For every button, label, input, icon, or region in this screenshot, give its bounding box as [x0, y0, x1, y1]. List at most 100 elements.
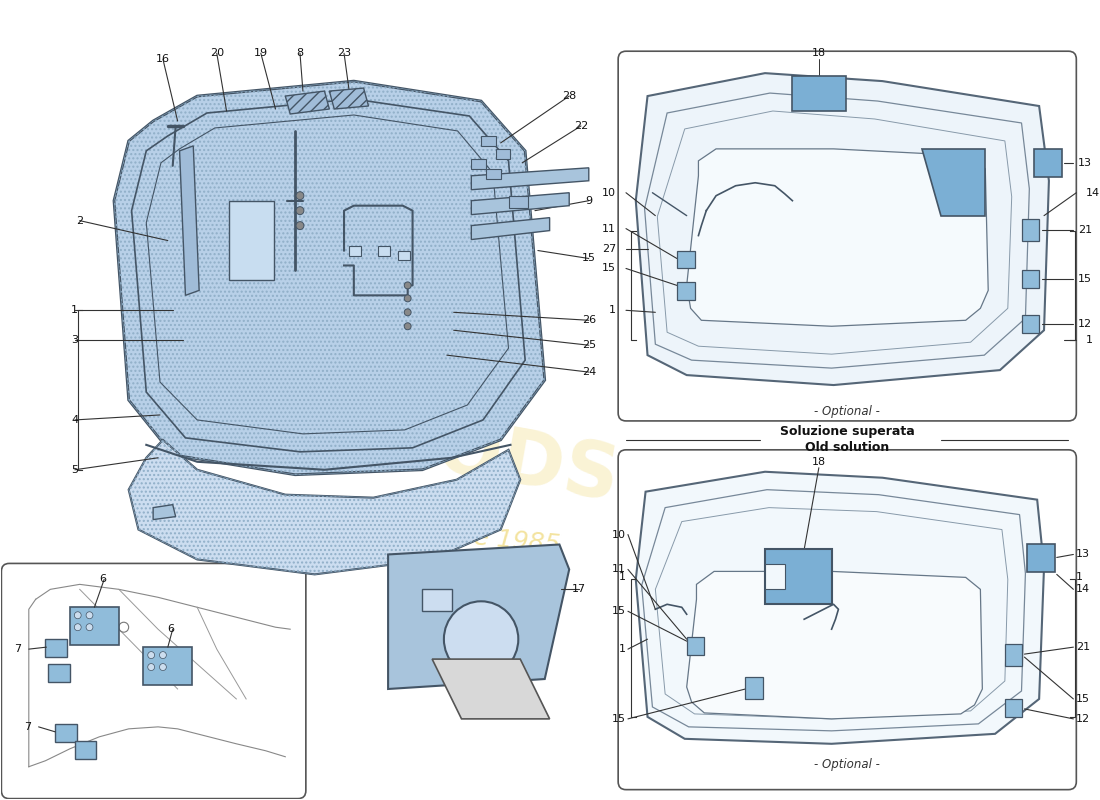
Text: 23: 23 [337, 48, 351, 58]
Text: 10: 10 [602, 188, 616, 198]
FancyBboxPatch shape [1, 563, 306, 798]
Bar [471, 159, 486, 169]
Text: 11: 11 [612, 565, 626, 574]
Bar [1005, 699, 1023, 717]
Text: 26: 26 [582, 315, 596, 326]
Bar [792, 76, 846, 111]
Text: 15: 15 [612, 714, 626, 724]
Circle shape [404, 295, 411, 302]
Text: passion for parts since 1985: passion for parts since 1985 [206, 502, 561, 557]
Text: 14: 14 [1086, 188, 1100, 198]
Bar [45, 639, 67, 657]
Circle shape [160, 652, 166, 658]
Text: Soluzione superata: Soluzione superata [780, 426, 914, 438]
Text: 5: 5 [72, 465, 78, 474]
Text: 25: 25 [582, 340, 596, 350]
Text: 27: 27 [602, 243, 616, 254]
Circle shape [404, 282, 411, 289]
Text: 15: 15 [612, 606, 626, 616]
Text: 20: 20 [210, 48, 223, 58]
Bar [1034, 149, 1062, 177]
Bar [48, 664, 70, 682]
Text: 1: 1 [1086, 335, 1093, 346]
Polygon shape [922, 149, 986, 216]
Bar [481, 136, 496, 146]
Bar [486, 169, 500, 178]
Text: - Optional -: - Optional - [814, 406, 880, 418]
Text: 4: 4 [72, 415, 78, 425]
Text: 14: 14 [1076, 584, 1090, 594]
Text: 13: 13 [1078, 158, 1092, 168]
Circle shape [75, 624, 81, 630]
Bar [676, 250, 694, 269]
Text: 21: 21 [1078, 225, 1092, 234]
Bar [764, 565, 784, 590]
Text: 6: 6 [167, 624, 175, 634]
Bar [70, 607, 119, 645]
Polygon shape [285, 91, 329, 114]
Bar [496, 149, 510, 159]
Text: 17: 17 [572, 584, 586, 594]
Polygon shape [129, 440, 520, 574]
Polygon shape [686, 149, 988, 326]
Bar [746, 677, 763, 699]
Text: 6: 6 [99, 574, 106, 584]
Circle shape [160, 663, 166, 670]
Polygon shape [471, 193, 569, 214]
Text: 24: 24 [582, 367, 596, 377]
Text: 18: 18 [812, 457, 826, 466]
Text: 12: 12 [1078, 319, 1092, 330]
Circle shape [75, 612, 81, 618]
Text: Old solution: Old solution [805, 442, 890, 454]
Text: 8: 8 [296, 48, 304, 58]
Text: 15: 15 [602, 263, 616, 274]
Text: 1: 1 [1076, 572, 1084, 582]
Circle shape [147, 663, 155, 670]
Polygon shape [388, 545, 569, 689]
Bar [1027, 545, 1055, 572]
Bar [349, 246, 361, 255]
Circle shape [86, 612, 92, 618]
Polygon shape [153, 505, 176, 519]
Polygon shape [686, 571, 982, 719]
Text: 28: 28 [562, 91, 576, 101]
Text: 2: 2 [76, 216, 84, 226]
Text: 1: 1 [72, 306, 78, 315]
Text: 12: 12 [1076, 714, 1090, 724]
Bar [378, 246, 390, 255]
Polygon shape [432, 659, 550, 719]
Bar [422, 590, 452, 611]
Polygon shape [471, 168, 588, 190]
Circle shape [147, 652, 155, 658]
Text: 1: 1 [609, 306, 616, 315]
Text: - Optional -: - Optional - [814, 758, 880, 771]
Text: EURODS: EURODS [260, 382, 624, 518]
Bar [143, 647, 192, 685]
Text: 7: 7 [14, 644, 21, 654]
Text: 15: 15 [1078, 274, 1092, 285]
Text: 1: 1 [619, 644, 626, 654]
Bar [75, 741, 97, 758]
Text: 15: 15 [1076, 694, 1090, 704]
Circle shape [296, 206, 304, 214]
Bar [230, 201, 274, 281]
Circle shape [404, 309, 411, 316]
Bar [1022, 315, 1040, 334]
Bar [508, 196, 528, 208]
Bar [1022, 218, 1040, 241]
Bar [686, 637, 704, 655]
Text: 15: 15 [582, 254, 596, 263]
Text: 19: 19 [254, 48, 268, 58]
Text: 13: 13 [1076, 550, 1090, 559]
FancyBboxPatch shape [618, 51, 1076, 421]
Text: 11: 11 [602, 223, 616, 234]
Text: 18: 18 [812, 48, 826, 58]
Polygon shape [179, 146, 199, 295]
Circle shape [296, 192, 304, 200]
Bar [1005, 644, 1023, 666]
Circle shape [296, 222, 304, 230]
Text: 16: 16 [156, 54, 169, 64]
Polygon shape [636, 73, 1049, 385]
Polygon shape [636, 472, 1044, 744]
Bar [398, 250, 409, 261]
